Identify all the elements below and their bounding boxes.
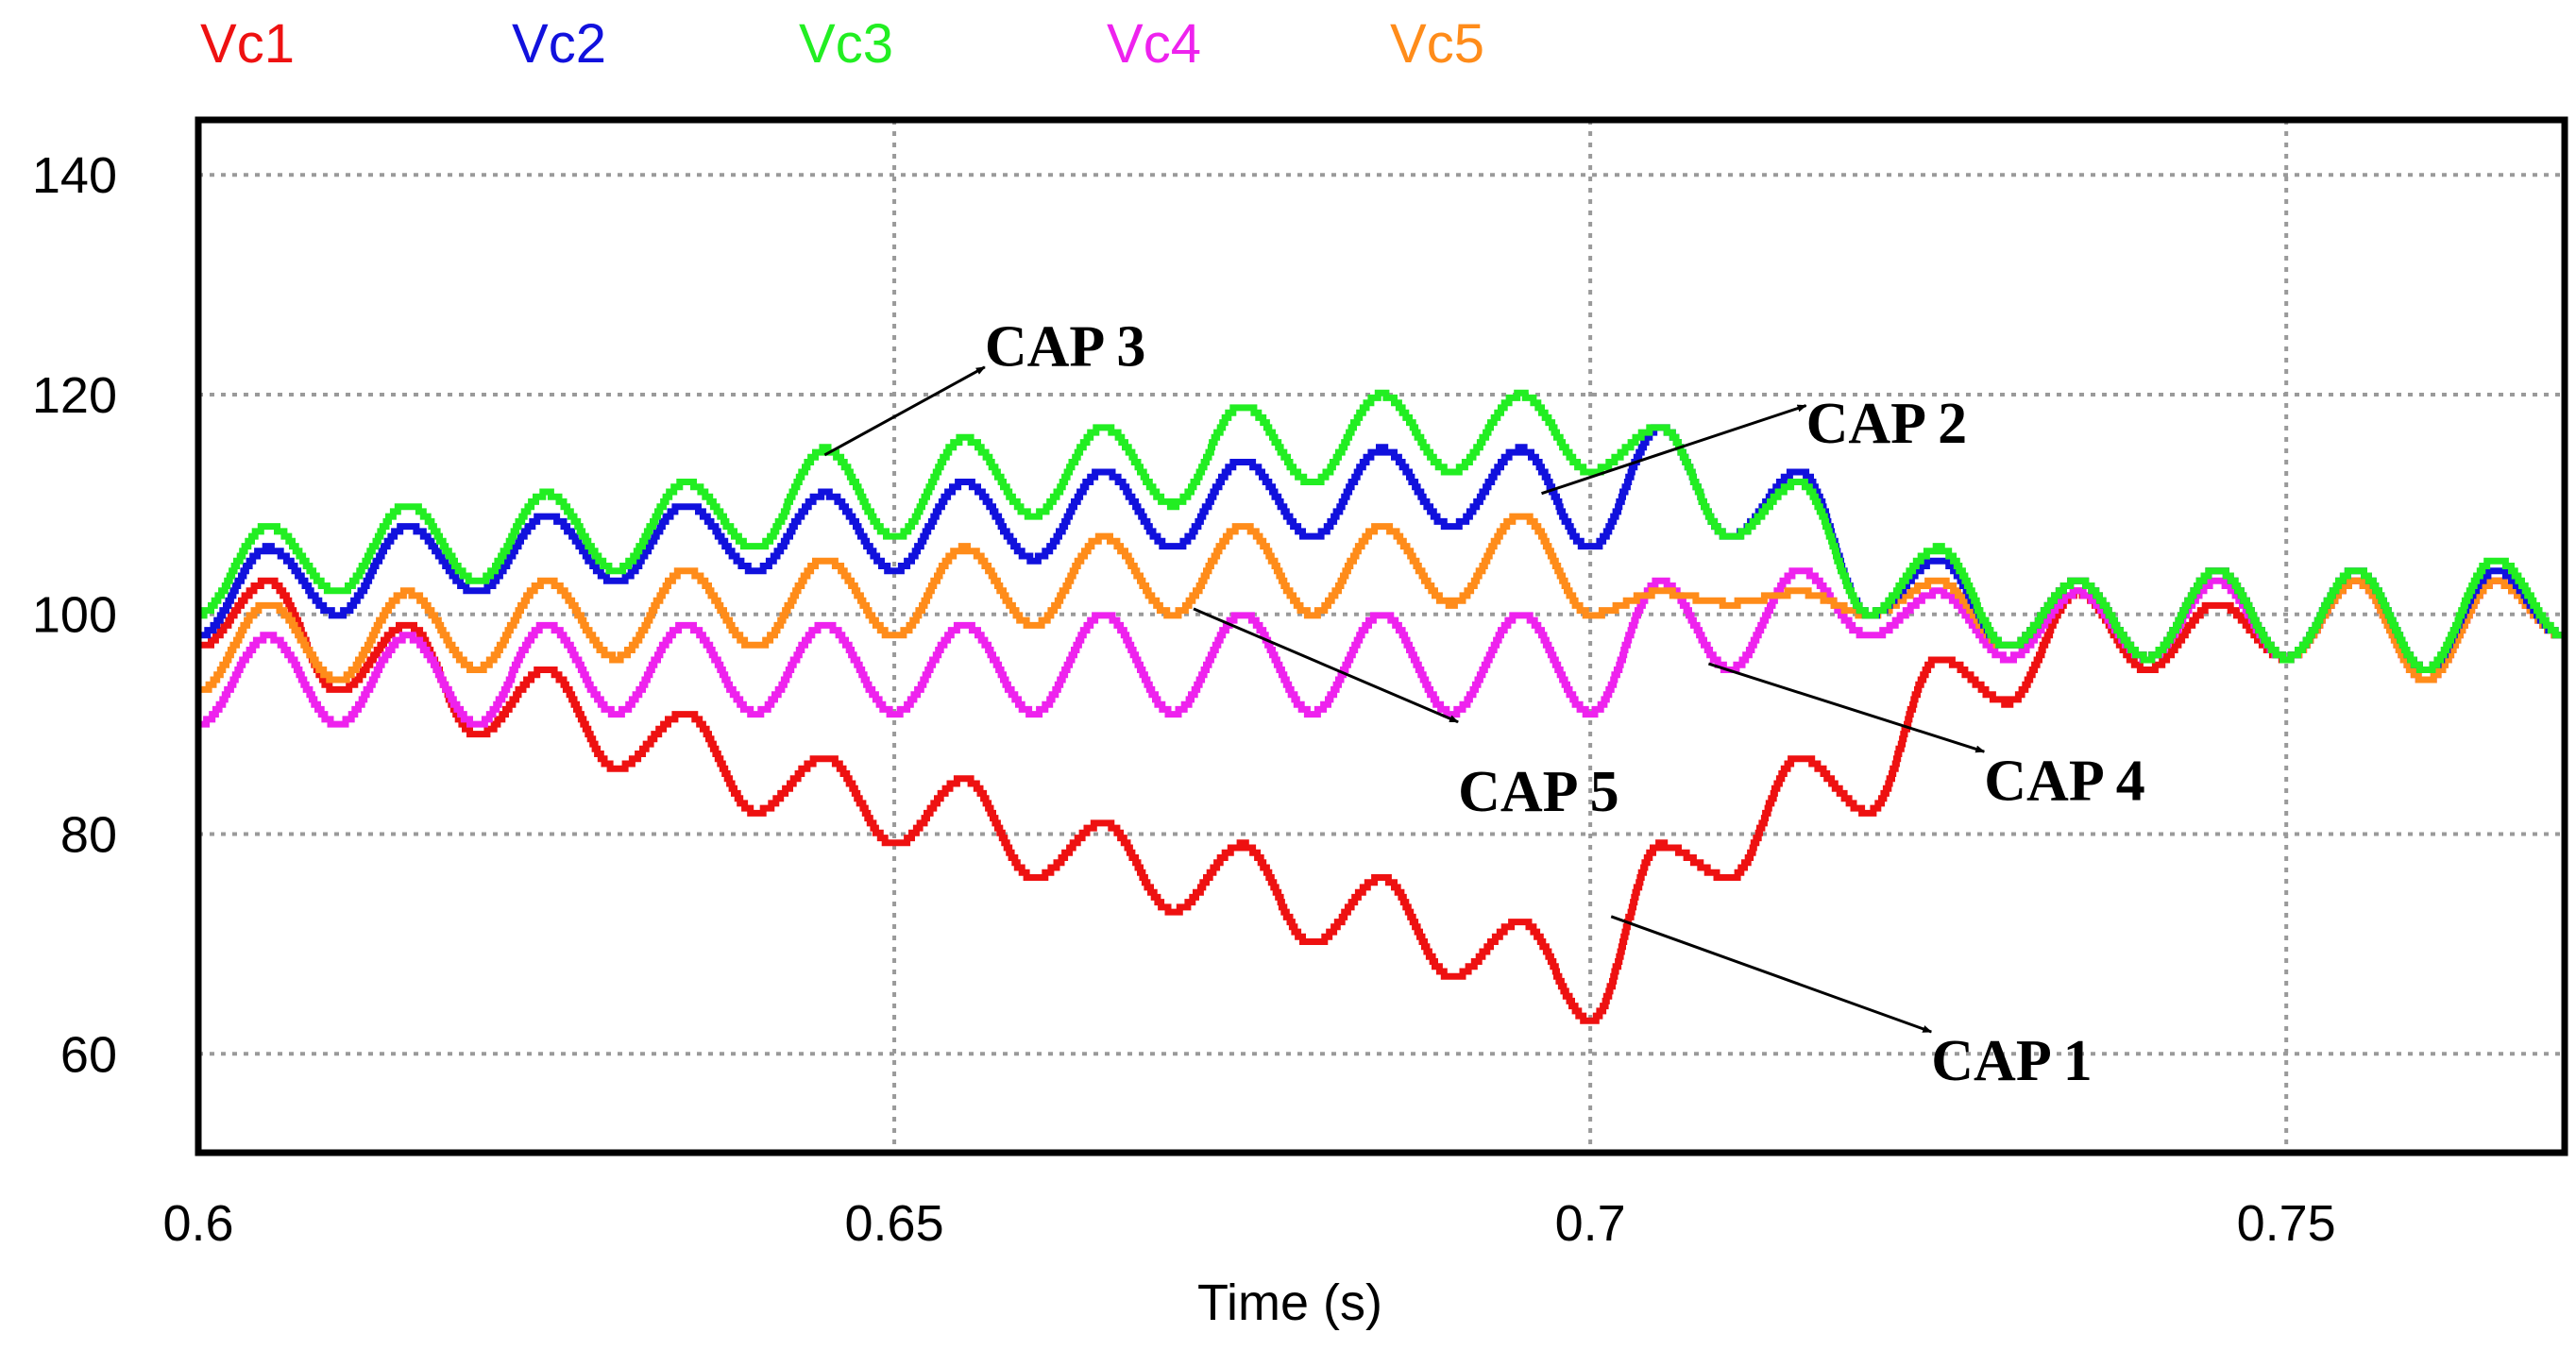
annotation-arrow bbox=[1193, 607, 1459, 724]
y-tick-label: 80 bbox=[60, 806, 117, 863]
annotation-label: CAP 3 bbox=[985, 315, 1146, 380]
grid bbox=[198, 120, 2565, 1153]
series-line-vc1 bbox=[198, 577, 2565, 1024]
annotation-label: CAP 1 bbox=[1931, 1029, 2092, 1093]
series-line-vc3 bbox=[198, 389, 2565, 673]
annotation-arrow bbox=[1707, 662, 1986, 753]
annotation-label: CAP 5 bbox=[1458, 760, 1619, 824]
x-tick-label: 0.7 bbox=[1555, 1195, 1626, 1252]
legend-item-vc3: Vc3 bbox=[799, 13, 893, 75]
series-line-vc4 bbox=[198, 567, 2565, 728]
legend-item-vc5: Vc5 bbox=[1390, 13, 1484, 75]
y-tick-label: 140 bbox=[32, 147, 117, 204]
annotation-arrow bbox=[1541, 404, 1807, 496]
x-tick-label: 0.65 bbox=[845, 1195, 944, 1252]
annotation-arrow bbox=[823, 365, 986, 457]
y-tick-label: 100 bbox=[32, 587, 117, 644]
x-axis: 0.6 0.65 0.7 0.75 bbox=[162, 1195, 2335, 1252]
annotation-label: CAP 4 bbox=[1984, 749, 2145, 813]
plot-frame bbox=[195, 116, 2568, 1156]
x-tick-label: 0.75 bbox=[2237, 1195, 2336, 1252]
y-axis: 60 80 100 120 140 bbox=[32, 147, 117, 1083]
legend-item-vc2: Vc2 bbox=[512, 13, 606, 75]
plot-area bbox=[198, 389, 2565, 1024]
annotation-label: CAP 2 bbox=[1806, 392, 1968, 456]
annotation-arrow bbox=[1610, 915, 1933, 1034]
annotations: CAP 3 CAP 2 CAP 5 CAP 4 CAP 1 bbox=[823, 315, 2145, 1093]
y-tick-label: 60 bbox=[60, 1026, 117, 1083]
x-tick-label: 0.6 bbox=[162, 1195, 233, 1252]
legend: Vc1 Vc2 Vc3 Vc4 Vc5 bbox=[200, 13, 1484, 75]
y-tick-label: 120 bbox=[32, 367, 117, 424]
legend-item-vc1: Vc1 bbox=[200, 13, 295, 75]
legend-item-vc4: Vc4 bbox=[1107, 13, 1201, 75]
x-axis-title: Time (s) bbox=[1197, 1274, 1382, 1331]
